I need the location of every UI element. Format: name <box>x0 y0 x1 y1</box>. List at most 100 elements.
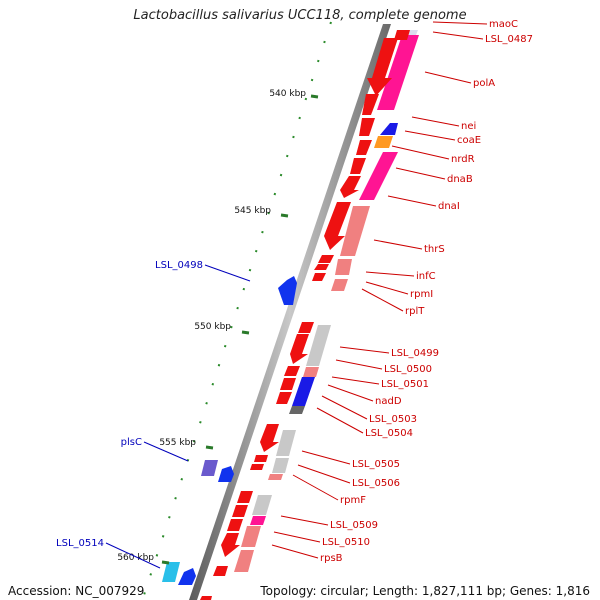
gene-arrow <box>324 202 351 250</box>
cog-bar <box>374 136 393 148</box>
leader-line <box>301 450 351 465</box>
gene-label-rpsB[interactable]: rpsB <box>320 553 343 564</box>
tick-mark <box>161 560 170 565</box>
leader-line <box>391 145 450 160</box>
gene-label-rpmF[interactable]: rpmF <box>340 495 366 506</box>
leader-line <box>404 130 456 141</box>
gene-label-nadD[interactable]: nadD <box>375 396 402 407</box>
gene-arrow <box>260 424 279 452</box>
gene-arrow <box>394 30 410 40</box>
gene-label-LSL_0499[interactable]: LSL_0499 <box>391 348 439 359</box>
gene-arrow <box>284 366 300 376</box>
gene-arrow <box>232 505 248 517</box>
gene-arrow-plsC-a <box>201 460 218 476</box>
gene-arrow <box>314 264 329 270</box>
gene-label-LSL_0500[interactable]: LSL_0500 <box>384 364 432 375</box>
gene-arrow <box>350 158 366 174</box>
leader-line <box>361 288 404 312</box>
tick-label: 540 kbp <box>269 89 306 99</box>
gene-label-LSL_0501[interactable]: LSL_0501 <box>381 379 429 390</box>
gene-label-LSL_0514[interactable]: LSL_0514 <box>56 538 104 549</box>
accession-label: Accession: NC_007929 <box>8 584 145 598</box>
gene-label-plsC[interactable]: plsC <box>121 437 142 448</box>
cog-bar <box>303 367 319 377</box>
leader-line <box>143 441 189 462</box>
gene-arrow <box>318 255 334 263</box>
gene-label-LSL_0498[interactable]: LSL_0498 <box>155 260 203 271</box>
cog-bar <box>250 516 266 525</box>
cog-bar <box>331 279 348 291</box>
gene-label-rpmI[interactable]: rpmI <box>410 289 433 300</box>
gene-label-LSL_0510[interactable]: LSL_0510 <box>322 537 370 548</box>
leader-line <box>292 474 339 501</box>
gene-arrow <box>280 378 296 390</box>
gene-label-coaE[interactable]: coaE <box>457 135 481 146</box>
gene-label-LSL_0506[interactable]: LSL_0506 <box>352 478 400 489</box>
leader-line <box>339 346 390 354</box>
gene-arrow <box>367 38 398 96</box>
gene-label-LSL_0503[interactable]: LSL_0503 <box>369 414 417 425</box>
gene-label-nei[interactable]: nei <box>461 121 476 132</box>
gene-label-dnaI[interactable]: dnaI <box>438 201 460 212</box>
leader-line <box>432 31 484 40</box>
leader-line <box>316 407 364 434</box>
gene-label-maoC[interactable]: maoC <box>489 19 518 30</box>
gene-label-LSL_0487[interactable]: LSL_0487 <box>485 34 533 45</box>
tick-mark <box>241 330 250 335</box>
cog-bar <box>340 206 370 256</box>
tick-label: 560 kbp <box>117 553 154 563</box>
cog-bar <box>306 325 331 366</box>
gene-label-nrdR[interactable]: nrdR <box>451 154 475 165</box>
leader-line <box>297 464 351 484</box>
gene-arrow <box>200 596 212 600</box>
leader-line <box>432 21 488 25</box>
map-title: Lactobacillus salivarius UCC118, complet… <box>133 8 467 23</box>
gene-arrow <box>356 140 372 155</box>
gene-label-infC[interactable]: infC <box>416 271 436 282</box>
leader-line <box>204 264 251 282</box>
leader-line <box>271 544 319 559</box>
genome-backbone <box>189 24 391 600</box>
leader-line <box>280 515 329 526</box>
cog-bar <box>241 526 261 547</box>
leader-line <box>335 359 383 370</box>
gene-arrow <box>250 464 264 470</box>
gene-label-dnaB[interactable]: dnaB <box>447 174 473 185</box>
gene-label-rplT[interactable]: rplT <box>405 306 425 317</box>
gene-arrow-LSL_0514-b <box>178 568 196 585</box>
cog-bar <box>276 430 296 456</box>
tick-mark <box>310 94 319 99</box>
cog-bar <box>335 259 352 275</box>
leader-line <box>373 239 423 250</box>
gene-arrow <box>237 491 253 503</box>
cog-bar <box>289 406 305 414</box>
gene-arrow <box>340 176 361 198</box>
gene-label-polA[interactable]: polA <box>473 78 495 89</box>
gene-arrow <box>276 392 292 404</box>
gene-label-LSL_0509[interactable]: LSL_0509 <box>330 520 378 531</box>
gene-label-LSL_0504[interactable]: LSL_0504 <box>365 428 413 439</box>
gene-arrow-LSL_0514-a <box>162 562 180 582</box>
forward-gene-arrows <box>200 30 410 600</box>
gene-label-thrS[interactable]: thrS <box>424 244 445 255</box>
cog-bar <box>272 458 289 473</box>
leader-line <box>395 167 446 180</box>
gene-arrow <box>290 334 309 364</box>
forward-label-leaders <box>271 21 488 559</box>
topology-summary: Topology: circular; Length: 1,827,111 bp… <box>260 584 590 598</box>
gene-arrow <box>221 533 240 557</box>
tick-label: 550 kbp <box>194 322 231 332</box>
leader-line <box>327 384 374 402</box>
cog-bar <box>292 377 315 406</box>
leader-line <box>365 281 409 295</box>
tick-label: 545 kbp <box>234 206 271 216</box>
tick-mark <box>205 445 214 450</box>
leader-line <box>411 116 460 127</box>
gene-arrow <box>254 455 268 462</box>
cog-bar <box>377 35 419 110</box>
reverse-gene-labels: LSL_0498 plsC LSL_0514 <box>56 260 203 549</box>
gene-label-LSL_0505[interactable]: LSL_0505 <box>352 459 400 470</box>
leader-line <box>105 542 161 569</box>
